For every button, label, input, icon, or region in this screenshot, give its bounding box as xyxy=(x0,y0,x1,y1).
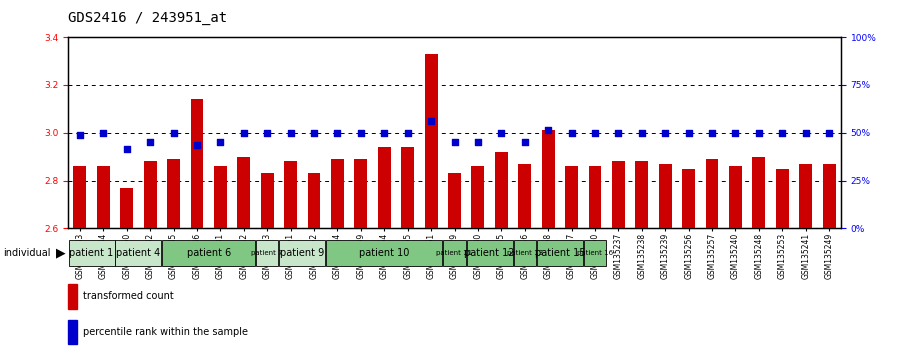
Point xyxy=(658,130,673,136)
Point xyxy=(400,130,415,136)
Point xyxy=(541,127,555,133)
Point xyxy=(798,130,813,136)
Point xyxy=(377,130,392,136)
Bar xyxy=(659,164,672,228)
Text: patient 7: patient 7 xyxy=(252,250,283,256)
Bar xyxy=(635,161,648,228)
Bar xyxy=(237,157,250,228)
Point xyxy=(728,130,743,136)
Point xyxy=(682,130,696,136)
Bar xyxy=(612,161,624,228)
Bar xyxy=(542,130,554,228)
Point xyxy=(704,130,719,136)
Bar xyxy=(705,159,718,228)
Point xyxy=(517,139,532,145)
Point xyxy=(213,139,227,145)
Point xyxy=(166,130,181,136)
Bar xyxy=(682,169,695,228)
FancyBboxPatch shape xyxy=(256,240,278,266)
Point xyxy=(306,130,321,136)
Bar xyxy=(331,159,344,228)
Bar xyxy=(472,166,484,228)
Text: individual: individual xyxy=(3,248,50,258)
Point xyxy=(564,130,579,136)
Bar xyxy=(144,161,156,228)
Bar xyxy=(823,164,835,228)
Bar xyxy=(494,152,508,228)
Bar xyxy=(776,169,789,228)
Point xyxy=(822,130,836,136)
Bar xyxy=(753,157,765,228)
Bar xyxy=(401,147,415,228)
FancyBboxPatch shape xyxy=(279,240,325,266)
Bar xyxy=(97,166,110,228)
Bar xyxy=(588,166,602,228)
FancyBboxPatch shape xyxy=(584,240,606,266)
FancyBboxPatch shape xyxy=(163,240,255,266)
Bar xyxy=(285,161,297,228)
Point xyxy=(494,130,509,136)
Point xyxy=(96,130,111,136)
FancyBboxPatch shape xyxy=(69,240,115,266)
Bar xyxy=(448,173,461,228)
Bar xyxy=(167,159,180,228)
FancyBboxPatch shape xyxy=(514,240,536,266)
Bar xyxy=(68,320,77,344)
Point xyxy=(284,130,298,136)
Point xyxy=(424,118,438,124)
Bar xyxy=(565,166,578,228)
Point xyxy=(143,139,157,145)
Point xyxy=(471,139,485,145)
Text: patient 1: patient 1 xyxy=(69,248,114,258)
Point xyxy=(775,130,790,136)
Point xyxy=(447,139,462,145)
Point xyxy=(634,130,649,136)
Point xyxy=(330,130,345,136)
Text: patient 16: patient 16 xyxy=(577,250,613,256)
FancyBboxPatch shape xyxy=(115,240,162,266)
Text: percentile rank within the sample: percentile rank within the sample xyxy=(83,327,248,337)
Point xyxy=(190,142,205,148)
Point xyxy=(354,130,368,136)
Bar xyxy=(74,166,86,228)
Bar xyxy=(68,284,77,309)
Text: patient 12: patient 12 xyxy=(464,248,514,258)
Point xyxy=(611,130,625,136)
Text: patient 6: patient 6 xyxy=(186,248,231,258)
Bar xyxy=(191,99,204,228)
Bar xyxy=(120,188,133,228)
Text: patient 10: patient 10 xyxy=(359,248,409,258)
Bar xyxy=(799,164,812,228)
Point xyxy=(119,147,134,152)
Bar xyxy=(425,54,437,228)
Bar xyxy=(214,166,227,228)
Text: patient 9: patient 9 xyxy=(280,248,325,258)
Text: ▶: ▶ xyxy=(56,246,66,259)
FancyBboxPatch shape xyxy=(537,240,583,266)
Point xyxy=(752,130,766,136)
Text: patient 11: patient 11 xyxy=(436,250,473,256)
Bar xyxy=(729,166,742,228)
Bar xyxy=(307,173,321,228)
Text: patient 13: patient 13 xyxy=(506,250,543,256)
Bar xyxy=(355,159,367,228)
Point xyxy=(260,130,275,136)
Bar xyxy=(518,164,531,228)
Point xyxy=(588,130,603,136)
Text: GDS2416 / 243951_at: GDS2416 / 243951_at xyxy=(68,11,227,25)
Text: patient 4: patient 4 xyxy=(116,248,161,258)
FancyBboxPatch shape xyxy=(326,240,443,266)
Point xyxy=(236,130,251,136)
FancyBboxPatch shape xyxy=(444,240,465,266)
Text: transformed count: transformed count xyxy=(83,291,174,301)
Bar xyxy=(261,173,274,228)
Point xyxy=(73,132,87,138)
Bar xyxy=(378,147,391,228)
FancyBboxPatch shape xyxy=(466,240,513,266)
Text: patient 15: patient 15 xyxy=(534,248,585,258)
